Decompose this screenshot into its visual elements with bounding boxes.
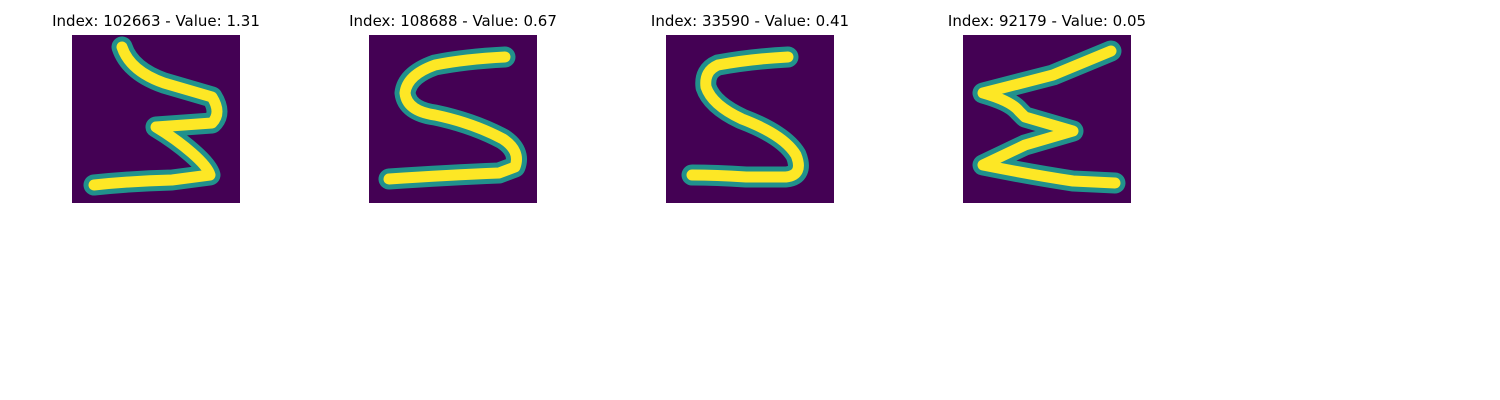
- glyph-stroke: [383, 51, 522, 185]
- panel-title: Index: 102663 - Value: 1.31: [52, 12, 260, 30]
- panel-title: Index: 108688 - Value: 0.67: [349, 12, 557, 30]
- glyph-stroke: [686, 51, 804, 183]
- image-panel-1: Index: 102663 - Value: 1.31: [6, 0, 306, 210]
- image-panel-4: Index: 92179 - Value: 0.05: [897, 0, 1197, 210]
- digit-image: [666, 35, 834, 203]
- glyph-stroke: [977, 45, 1121, 189]
- panel-title: Index: 92179 - Value: 0.05: [947, 12, 1147, 30]
- image-panel-3: Index: 33590 - Value: 0.41: [600, 0, 900, 210]
- digit-image: [369, 35, 537, 203]
- glyph-stroke: [88, 41, 223, 191]
- digit-image: [963, 35, 1131, 203]
- digit-image: [72, 35, 240, 203]
- image-panel-2: Index: 108688 - Value: 0.67: [303, 0, 603, 210]
- panel-title: Index: 33590 - Value: 0.41: [650, 12, 850, 30]
